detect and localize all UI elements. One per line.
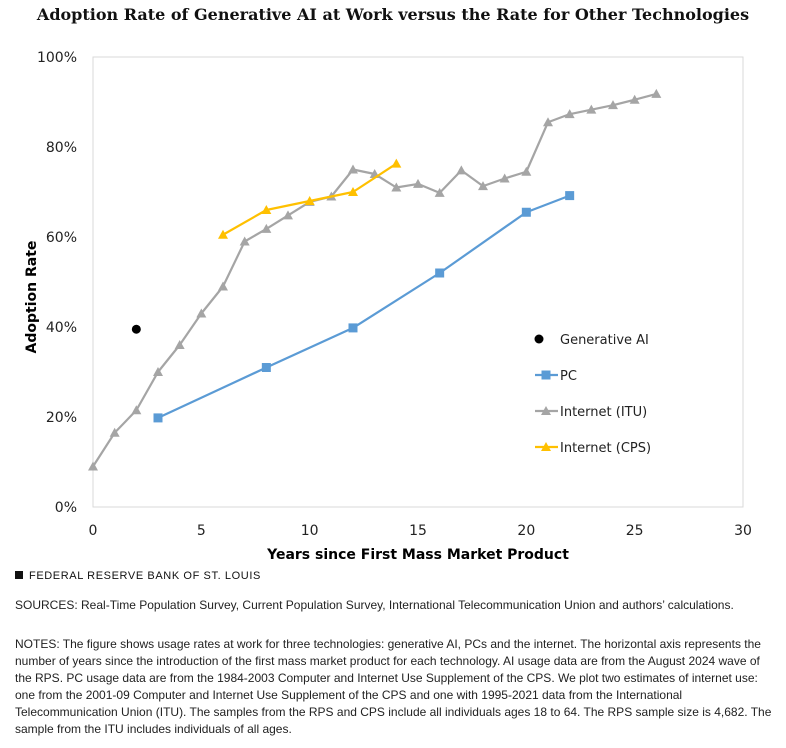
x-tick-label: 30 — [734, 523, 752, 539]
sources-text: SOURCES: Real-Time Population Survey, Cu… — [15, 598, 734, 612]
line-chart: 0% 20% 40% 60% 80% 100% 0 5 10 15 20 25 30 Years sinc… — [24, 50, 752, 563]
data-point-internet-itu — [391, 182, 402, 192]
data-point-pc — [261, 363, 271, 372]
y-tick-label: 80% — [46, 140, 77, 156]
y-axis-label: Adoption Rate — [24, 241, 40, 354]
data-point-internet-itu — [348, 164, 358, 174]
data-point-internet-itu — [413, 178, 423, 188]
legend-label-internet-cps: Internet (CPS) — [560, 441, 651, 456]
data-point-internet-itu — [434, 187, 445, 197]
data-point-pc — [348, 323, 358, 333]
data-point-internet-itu — [608, 100, 618, 110]
data-point-internet-itu — [499, 173, 510, 183]
data-point-internet-itu — [629, 94, 640, 104]
series-pc — [153, 191, 575, 423]
data-point-internet-cps — [261, 205, 272, 214]
data-point-internet-itu — [153, 367, 163, 376]
chart-title: Adoption Rate of Generative AI at Work v… — [36, 5, 750, 24]
data-point-internet-itu — [131, 405, 142, 415]
x-tick-label: 5 — [197, 523, 206, 539]
series-internet-cps — [218, 158, 402, 239]
notes-text: NOTES: The figure shows usage rates at w… — [15, 637, 772, 736]
data-point-internet-itu — [196, 308, 207, 318]
series-line-pc — [157, 194, 571, 419]
data-point-internet-itu — [586, 104, 597, 114]
legend-marker-generative-ai — [534, 334, 544, 344]
data-point-internet-cps — [391, 158, 402, 168]
x-tick-label: 15 — [409, 523, 427, 539]
legend-item-pc: PC — [535, 369, 577, 384]
series-generative-ai — [131, 324, 141, 334]
data-point-internet-cps — [304, 196, 315, 205]
data-point-internet-cps — [218, 229, 228, 239]
legend-marker-internet-cps — [541, 442, 551, 451]
x-tick-label: 25 — [626, 523, 644, 539]
data-point-pc — [565, 191, 575, 201]
brand-text: FEDERAL RESERVE BANK OF ST. LOUIS — [29, 570, 261, 582]
x-tick-label: 20 — [517, 523, 535, 539]
legend-marker-pc — [541, 370, 551, 380]
y-tick-label: 0% — [55, 500, 77, 516]
x-axis-label: Years since First Mass Market Product — [266, 547, 569, 563]
data-point-internet-itu — [521, 166, 532, 176]
legend-item-internet-cps: Internet (CPS) — [535, 441, 651, 456]
y-tick-label: 20% — [46, 410, 77, 426]
footer-brand: FEDERAL RESERVE BANK OF ST. LOUIS — [15, 570, 261, 582]
legend-label-pc: PC — [560, 369, 577, 384]
data-point-internet-itu — [543, 117, 553, 127]
data-point-internet-itu — [456, 165, 467, 175]
legend-item-generative-ai: Generative AI — [534, 333, 649, 348]
data-point-internet-itu — [174, 340, 185, 349]
y-tick-label: 60% — [46, 230, 77, 246]
legend-marker-internet-itu — [541, 406, 551, 415]
data-point-generative-ai — [131, 324, 141, 334]
data-point-internet-itu — [261, 223, 272, 233]
data-point-internet-itu — [283, 210, 293, 220]
data-point-internet-itu — [239, 236, 250, 246]
x-tick-label: 10 — [301, 523, 319, 539]
legend-item-internet-itu: Internet (ITU) — [535, 405, 647, 420]
legend-label-generative-ai: Generative AI — [560, 333, 649, 348]
data-point-internet-itu — [88, 461, 98, 471]
data-point-internet-cps — [348, 187, 358, 196]
y-tick-label: 100% — [37, 50, 77, 66]
data-point-internet-itu — [651, 88, 662, 98]
data-point-internet-itu — [109, 427, 120, 437]
x-tick-label: 0 — [89, 523, 98, 539]
data-point-pc — [435, 268, 445, 278]
plot-frame — [92, 56, 744, 508]
y-tick-label: 40% — [46, 320, 77, 336]
data-point-internet-itu — [218, 281, 228, 291]
data-point-pc — [521, 207, 531, 217]
data-point-internet-itu — [564, 109, 575, 119]
data-point-internet-itu — [478, 181, 488, 191]
legend-label-internet-itu: Internet (ITU) — [560, 405, 647, 420]
data-point-pc — [153, 413, 163, 423]
brand-square-icon — [15, 571, 23, 579]
